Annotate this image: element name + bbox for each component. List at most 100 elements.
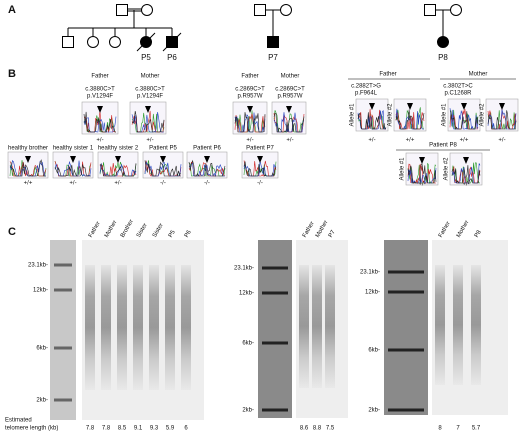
lane-label: Sister bbox=[136, 223, 149, 239]
lane-label: Father bbox=[88, 221, 102, 239]
trace bbox=[83, 111, 116, 133]
arrowhead bbox=[407, 103, 413, 110]
telomere-length: 7.5 bbox=[326, 426, 335, 432]
telomere-length: 7.8 bbox=[102, 426, 111, 432]
lane-smear bbox=[149, 265, 159, 390]
lane-smear bbox=[312, 265, 322, 388]
size-marker: 23.1kb- bbox=[234, 266, 254, 272]
arrowhead bbox=[461, 103, 467, 110]
parent-name: Mother bbox=[281, 74, 300, 80]
genotype: +/- bbox=[418, 182, 425, 188]
proband: P5 bbox=[141, 53, 151, 62]
female bbox=[109, 36, 121, 48]
sibling-name: Patient P7 bbox=[246, 146, 274, 152]
trace bbox=[144, 160, 181, 177]
arrowhead bbox=[97, 106, 103, 113]
arrowhead bbox=[115, 156, 121, 163]
genotype: +/- bbox=[96, 138, 103, 144]
deceased bbox=[162, 32, 182, 52]
trace bbox=[54, 163, 91, 177]
ladder-band bbox=[54, 263, 72, 267]
genotype: -/- bbox=[204, 181, 210, 187]
male bbox=[116, 4, 128, 16]
trace bbox=[451, 165, 481, 184]
lane-smear bbox=[435, 265, 445, 385]
female bbox=[437, 36, 449, 48]
proband: P7 bbox=[268, 53, 278, 62]
telomere-length: 9.3 bbox=[150, 426, 159, 432]
marker-gel bbox=[258, 240, 292, 418]
marker-gel bbox=[384, 240, 428, 415]
trace bbox=[395, 109, 425, 130]
size-marker: 23.1kb- bbox=[360, 270, 380, 276]
lane-label: Mother bbox=[104, 220, 119, 239]
lane-label: P6 bbox=[184, 229, 193, 239]
female bbox=[141, 4, 153, 16]
trace bbox=[234, 112, 266, 133]
deceased bbox=[136, 32, 156, 52]
lane-label: P7 bbox=[328, 229, 337, 239]
variant: c.2869C>T bbox=[235, 87, 265, 93]
telomere-length: 6 bbox=[184, 426, 188, 432]
lane-smear bbox=[85, 265, 95, 390]
genotype: +/- bbox=[462, 182, 469, 188]
protein-change: p.F964L bbox=[355, 91, 378, 97]
arrowhead bbox=[145, 106, 151, 113]
trace bbox=[273, 113, 305, 133]
protein-change: p.R957W bbox=[237, 94, 262, 100]
patient-name: Patient P8 bbox=[429, 143, 457, 149]
female bbox=[87, 36, 99, 48]
variant: c.3880C>T bbox=[135, 87, 165, 93]
allele-name: Allele #2 bbox=[388, 103, 394, 127]
lane-smear bbox=[133, 265, 143, 390]
parent-name: Father bbox=[91, 74, 108, 80]
panel-label: B bbox=[8, 68, 16, 80]
telomere-length: 5.9 bbox=[166, 426, 175, 432]
ladder-band bbox=[388, 290, 424, 294]
ladder-band bbox=[388, 408, 424, 412]
trace bbox=[131, 110, 165, 133]
protein-change: p.V1294F bbox=[137, 94, 163, 100]
trace bbox=[9, 160, 46, 177]
genotype: +/- bbox=[114, 181, 121, 187]
telomere-length: 5.7 bbox=[472, 426, 481, 432]
sibling-name: healthy sister 1 bbox=[53, 146, 94, 152]
trace bbox=[357, 112, 387, 130]
male bbox=[254, 4, 266, 16]
parent-name: Mother bbox=[141, 74, 160, 80]
genotype: +/- bbox=[286, 138, 293, 144]
male bbox=[62, 36, 74, 48]
trace bbox=[9, 159, 46, 177]
ladder-band bbox=[54, 346, 72, 350]
lane-smear bbox=[181, 265, 191, 390]
size-marker: 6kb- bbox=[36, 346, 48, 352]
allele-name: Allele #1 bbox=[350, 103, 356, 127]
ladder-band bbox=[388, 348, 424, 352]
trace bbox=[188, 159, 226, 177]
parent-name: Mother bbox=[469, 72, 488, 78]
size-marker: 23.1kb- bbox=[28, 263, 48, 269]
ladder-band bbox=[262, 266, 288, 270]
marker-gel bbox=[50, 240, 76, 420]
sibling-name: Patient P6 bbox=[193, 146, 221, 152]
size-marker: 2kb- bbox=[36, 398, 48, 404]
lane-smear bbox=[325, 265, 335, 388]
genotype: +/- bbox=[368, 138, 375, 144]
trace bbox=[487, 110, 517, 130]
panel-label: A bbox=[8, 4, 16, 16]
length-caption: Estimated bbox=[5, 418, 32, 424]
telomere-length: 8.8 bbox=[313, 426, 322, 432]
protein-change: p.R957W bbox=[277, 94, 302, 100]
lane-smear bbox=[117, 265, 127, 390]
telomere-length: 7 bbox=[456, 426, 460, 432]
sibling-name: healthy sister 2 bbox=[98, 146, 139, 152]
genotype: +/- bbox=[146, 138, 153, 144]
ladder-band bbox=[388, 270, 424, 274]
allele-name: Allele #1 bbox=[442, 103, 448, 127]
arrowhead bbox=[463, 157, 469, 164]
sibling-name: Patient P5 bbox=[149, 146, 177, 152]
genotype: +/+ bbox=[406, 138, 415, 144]
parent-name: Father bbox=[379, 72, 396, 78]
trace bbox=[144, 161, 182, 177]
lane-label: Brother bbox=[120, 219, 135, 239]
